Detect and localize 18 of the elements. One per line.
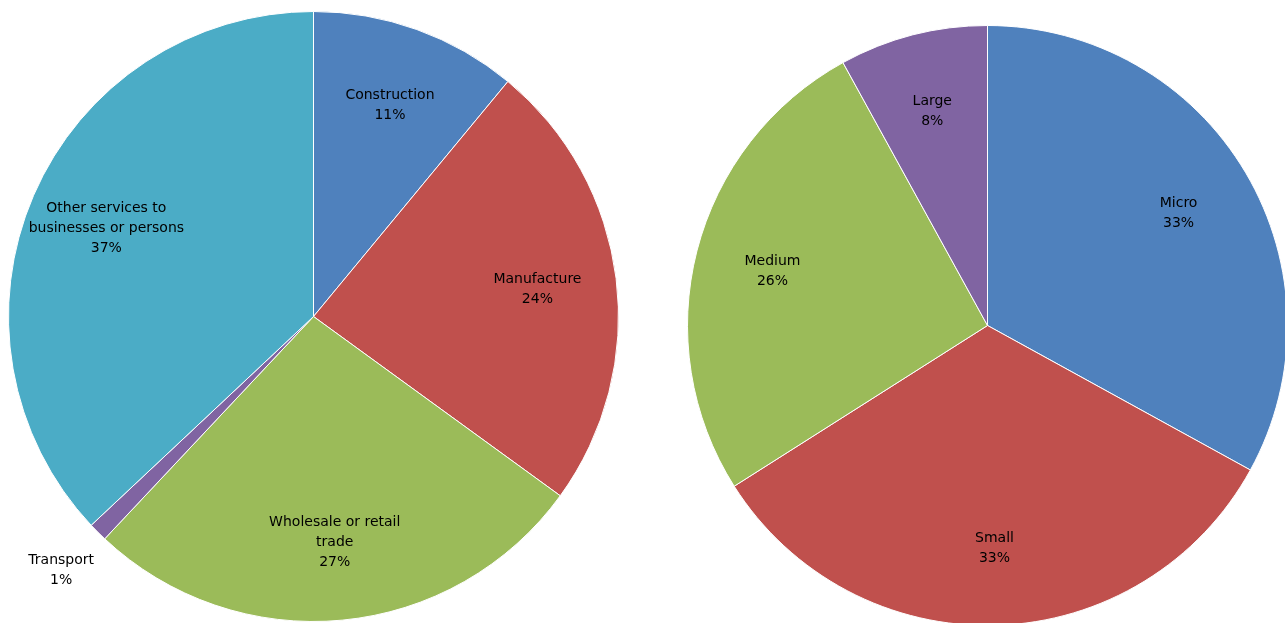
slice-label: Micro xyxy=(1159,194,1198,211)
data-label: 33% xyxy=(1163,214,1195,231)
data-label: 11% xyxy=(374,106,406,123)
slice-label: Small xyxy=(975,529,1014,546)
data-label: 24% xyxy=(521,290,553,307)
data-label: 8% xyxy=(921,112,944,129)
slice-label: Wholesale or retail trade xyxy=(269,513,401,550)
slice-label: Manufacture xyxy=(493,270,582,287)
data-label: 26% xyxy=(756,272,789,289)
slice-label: Other services to businesses or persons xyxy=(28,198,185,235)
slice-label: Medium xyxy=(744,252,801,269)
data-label: 27% xyxy=(319,553,351,570)
data-label: 37% xyxy=(90,238,122,255)
slice-label: Transport xyxy=(27,550,95,567)
data-label: 1% xyxy=(50,570,73,587)
data-label: 33% xyxy=(978,549,1011,566)
slice-label: Large xyxy=(912,92,952,109)
slice-label: Construction xyxy=(345,86,435,103)
